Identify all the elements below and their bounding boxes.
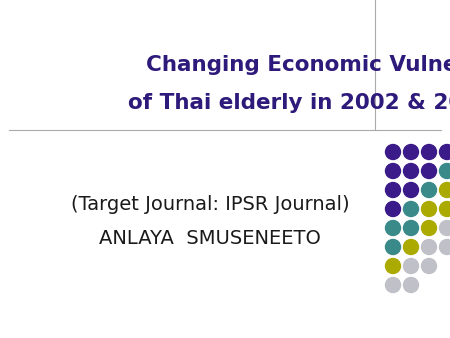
Circle shape: [422, 145, 436, 160]
Circle shape: [404, 240, 419, 255]
Circle shape: [404, 183, 419, 197]
Circle shape: [440, 164, 450, 178]
Circle shape: [422, 164, 436, 178]
Circle shape: [386, 183, 400, 197]
Circle shape: [422, 259, 436, 273]
Circle shape: [440, 220, 450, 236]
Text: (Target Journal: IPSR Journal): (Target Journal: IPSR Journal): [71, 195, 349, 215]
Circle shape: [404, 277, 419, 292]
Circle shape: [404, 259, 419, 273]
Circle shape: [386, 201, 400, 217]
Circle shape: [404, 164, 419, 178]
Circle shape: [422, 183, 436, 197]
Circle shape: [386, 240, 400, 255]
Circle shape: [440, 201, 450, 217]
Circle shape: [440, 183, 450, 197]
Circle shape: [404, 201, 419, 217]
Circle shape: [422, 201, 436, 217]
Circle shape: [404, 220, 419, 236]
Circle shape: [386, 164, 400, 178]
Circle shape: [386, 220, 400, 236]
Circle shape: [404, 145, 419, 160]
Circle shape: [422, 240, 436, 255]
Text: Changing Economic Vulnerability: Changing Economic Vulnerability: [146, 55, 450, 75]
Text: of Thai elderly in 2002 & 2007: of Thai elderly in 2002 & 2007: [127, 93, 450, 113]
Text: ANLAYA  SMUSENEETO: ANLAYA SMUSENEETO: [99, 228, 321, 247]
Circle shape: [386, 145, 400, 160]
Circle shape: [440, 145, 450, 160]
Circle shape: [422, 220, 436, 236]
Circle shape: [386, 277, 400, 292]
Circle shape: [386, 259, 400, 273]
Circle shape: [440, 240, 450, 255]
